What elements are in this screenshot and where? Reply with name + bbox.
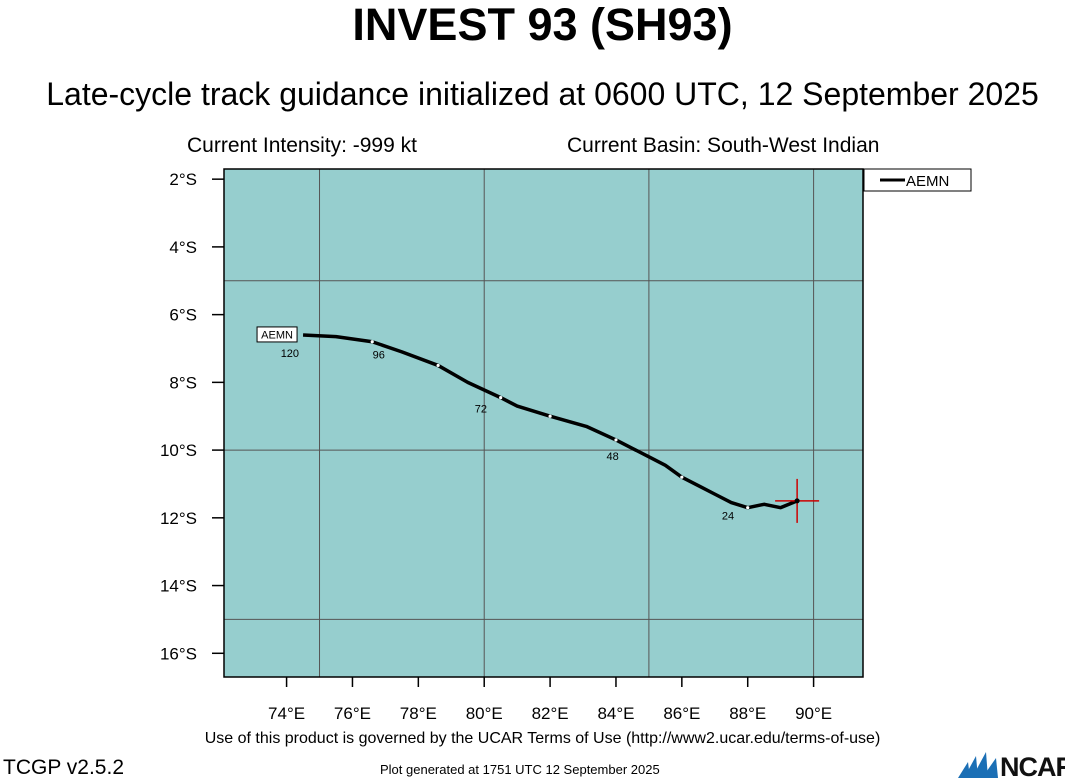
lat-tick-label: 8°S bbox=[169, 373, 197, 392]
lat-tick-label: 2°S bbox=[169, 170, 197, 189]
legend-label: AEMN bbox=[906, 173, 949, 190]
lat-tick-label: 16°S bbox=[160, 644, 197, 663]
track-label-box bbox=[256, 326, 298, 343]
generated-timestamp: Plot generated at 1751 UTC 12 September … bbox=[380, 762, 660, 777]
track-hour-label: 96 bbox=[373, 349, 385, 361]
current-basin-label: Current Basin: South-West Indian bbox=[567, 134, 880, 157]
lon-tick-label: 84°E bbox=[597, 704, 634, 723]
track-point bbox=[614, 438, 618, 442]
track-point bbox=[746, 506, 750, 510]
lat-tick-label: 4°S bbox=[169, 238, 197, 257]
map-frame bbox=[223, 168, 864, 678]
ncar-logo-text: NCAR bbox=[1000, 752, 1065, 782]
terms-of-use: Use of this product is governed by the U… bbox=[204, 730, 881, 747]
track-point bbox=[499, 396, 503, 400]
ocean-area bbox=[224, 169, 863, 677]
lon-tick-label: 82°E bbox=[532, 704, 569, 723]
track-hour-label: 48 bbox=[607, 451, 619, 463]
lat-tick-label: 14°S bbox=[160, 577, 197, 596]
lon-tick-label: 88°E bbox=[729, 704, 766, 723]
page-subtitle: Late-cycle track guidance initialized at… bbox=[46, 76, 1039, 112]
version-label: TCGP v2.5.2 bbox=[3, 756, 124, 779]
lon-tick-label: 86°E bbox=[663, 704, 700, 723]
track-line-aemn bbox=[302, 333, 798, 510]
track-name-label: AEMN bbox=[261, 329, 293, 341]
current-intensity-label: Current Intensity: -999 kt bbox=[187, 134, 417, 157]
track-point bbox=[548, 414, 552, 418]
track-point bbox=[370, 340, 374, 344]
lat-tick-label: 10°S bbox=[160, 441, 197, 460]
track-hour-label: 72 bbox=[475, 404, 487, 416]
page-title: INVEST 93 (SH93) bbox=[352, 0, 733, 50]
lat-tick-label: 12°S bbox=[160, 509, 197, 528]
lon-tick-label: 80°E bbox=[466, 704, 503, 723]
lon-tick-label: 78°E bbox=[400, 704, 437, 723]
track-point bbox=[436, 363, 440, 368]
current-position-dot bbox=[794, 498, 800, 504]
track-hour-label: 24 bbox=[722, 510, 734, 522]
lat-tick-label: 6°S bbox=[169, 306, 197, 325]
lon-tick-label: 90°E bbox=[795, 704, 832, 723]
track-hour-label: 120 bbox=[281, 348, 299, 360]
ncar-logo bbox=[958, 752, 998, 778]
legend-box bbox=[863, 168, 972, 192]
track-point bbox=[680, 475, 684, 479]
lon-tick-label: 76°E bbox=[334, 704, 371, 723]
lon-tick-label: 74°E bbox=[268, 704, 305, 723]
